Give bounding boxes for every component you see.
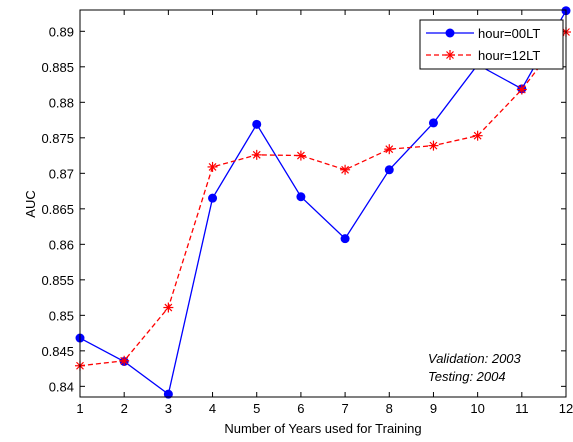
data-point-series-1 <box>163 389 173 399</box>
axis-ticks: 1 2 3 4 5 6 7 8 9 10 11 120.840.8450.850.8550.860.8… <box>41 10 573 416</box>
y-tick-label: 0.865 <box>41 202 74 217</box>
data-point-series-2 <box>163 302 174 313</box>
data-point-series-2 <box>295 150 306 161</box>
x-tick-label: 4 <box>209 401 216 416</box>
data-point-series-2 <box>340 164 351 175</box>
data-point-series-2 <box>119 355 130 366</box>
data-point-series-2 <box>472 130 483 141</box>
data-point-series-1 <box>296 192 306 202</box>
x-tick-label: 10 <box>470 401 484 416</box>
legend-star-icon <box>445 50 455 60</box>
legend-box <box>419 19 564 70</box>
x-tick-label: 7 <box>341 401 348 416</box>
x-tick-label: 3 <box>165 401 172 416</box>
x-tick-label: 9 <box>430 401 437 416</box>
y-tick-label: 0.88 <box>49 95 74 110</box>
data-point-series-1 <box>340 234 350 244</box>
legend: hour=00LT hour=12LT <box>419 19 564 70</box>
plot-frame <box>79 9 567 398</box>
annotation-validation: Validation: 2003 <box>428 351 522 366</box>
y-tick-label: 0.855 <box>41 273 74 288</box>
data-point-series-1 <box>428 118 438 128</box>
y-tick-label: 0.84 <box>49 379 74 394</box>
x-tick-label: 11 <box>515 401 529 416</box>
legend-marker-series-2 <box>445 50 455 60</box>
legend-label-series-1: hour=00LT <box>478 26 540 41</box>
annotation-testing: Testing: 2004 <box>428 369 506 384</box>
y-tick-label: 0.86 <box>49 237 74 252</box>
y-tick-label: 0.87 <box>49 166 74 181</box>
data-point-series-1 <box>208 193 218 203</box>
data-point-series-2 <box>516 84 527 95</box>
data-point-series-2 <box>251 149 262 160</box>
data-point-series-2 <box>207 161 218 172</box>
x-tick-label: 1 <box>76 401 83 416</box>
data-point-series-2 <box>428 140 439 151</box>
y-tick-label: 0.875 <box>41 131 74 146</box>
data-point-series-2 <box>384 144 395 155</box>
x-tick-label: 2 <box>121 401 128 416</box>
y-tick-label: 0.885 <box>41 60 74 75</box>
series-line-2 <box>79 31 567 367</box>
legend-marker-series-1 <box>445 28 455 38</box>
x-tick-label: 12 <box>559 401 573 416</box>
x-axis-label: Number of Years used for Training <box>224 421 421 436</box>
data-point-series-1 <box>384 165 394 175</box>
y-tick-label: 0.89 <box>49 24 74 39</box>
y-tick-label: 0.85 <box>49 308 74 323</box>
x-tick-label: 6 <box>297 401 304 416</box>
y-tick-label: 0.845 <box>41 344 74 359</box>
y-axis-label: AUC <box>23 190 38 217</box>
legend-label-series-2: hour=12LT <box>478 48 540 63</box>
plot-area <box>80 10 566 397</box>
data-point-series-1 <box>252 119 262 129</box>
x-tick-label: 8 <box>386 401 393 416</box>
x-tick-label: 5 <box>253 401 260 416</box>
